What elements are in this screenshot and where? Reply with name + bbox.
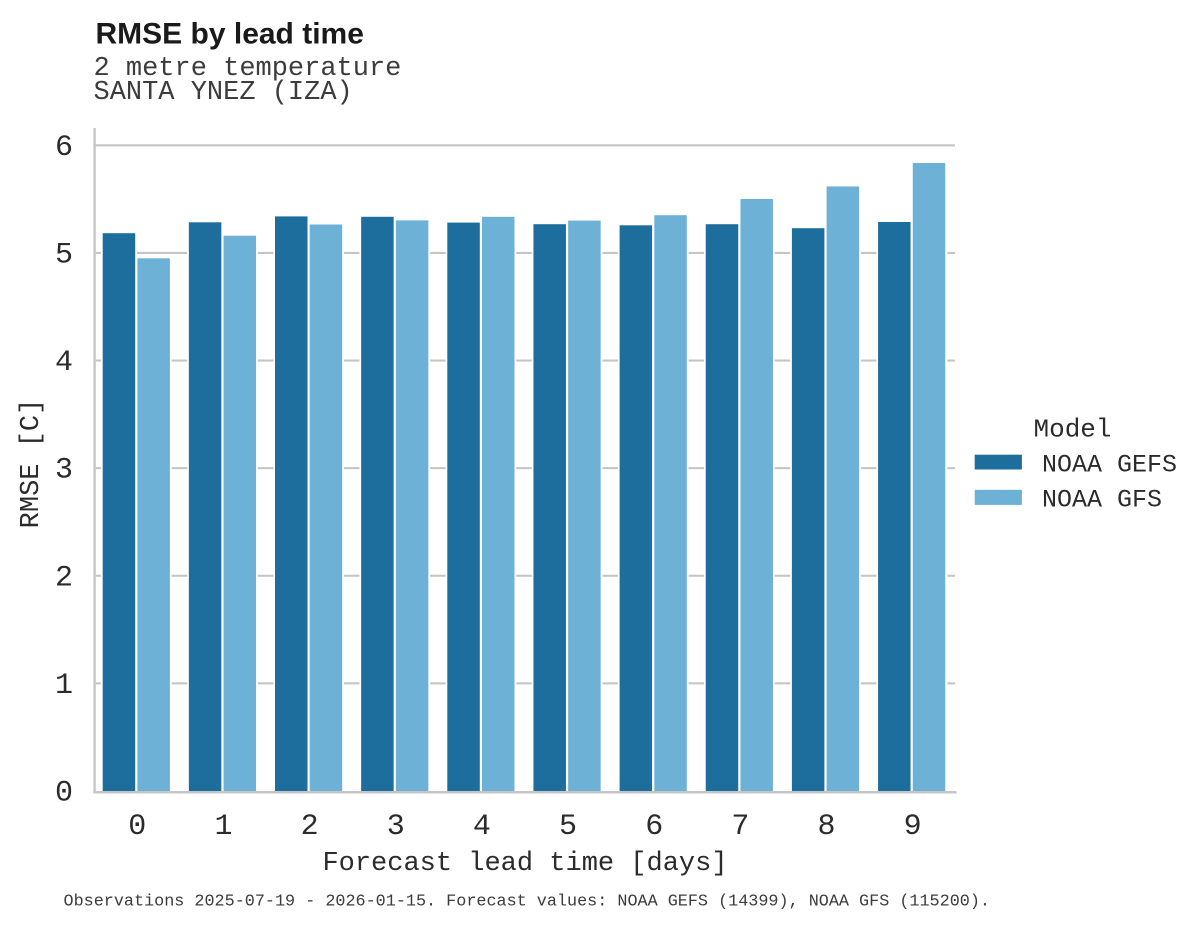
svg-text:4: 4	[55, 346, 73, 380]
svg-text:2: 2	[55, 561, 73, 595]
svg-text:Forecast lead time [days]: Forecast lead time [days]	[322, 849, 727, 879]
svg-text:NOAA GFS: NOAA GFS	[1042, 486, 1162, 515]
svg-text:1: 1	[214, 810, 232, 844]
svg-text:3: 3	[387, 810, 405, 844]
svg-text:SANTA YNEZ (IZA): SANTA YNEZ (IZA)	[94, 78, 353, 108]
svg-text:7: 7	[731, 810, 749, 844]
svg-text:9: 9	[904, 810, 922, 844]
svg-text:4: 4	[473, 810, 491, 844]
svg-text:0: 0	[55, 777, 73, 811]
svg-text:Observations 2025-07-19 - 2026: Observations 2025-07-19 - 2026-01-15. Fo…	[64, 893, 990, 912]
svg-text:Model: Model	[1034, 415, 1112, 445]
svg-text:8: 8	[817, 810, 835, 844]
svg-text:0: 0	[128, 810, 146, 844]
svg-text:2: 2	[301, 810, 319, 844]
svg-text:5: 5	[559, 810, 577, 844]
svg-text:2 metre temperature: 2 metre temperature	[94, 54, 402, 84]
svg-text:1: 1	[55, 669, 73, 703]
svg-text:3: 3	[55, 454, 73, 488]
svg-text:RMSE by lead time: RMSE by lead time	[96, 17, 364, 50]
svg-text:NOAA GEFS: NOAA GEFS	[1042, 451, 1177, 480]
svg-text:6: 6	[55, 131, 73, 165]
svg-text:5: 5	[55, 239, 73, 273]
svg-text:RMSE [C]: RMSE [C]	[17, 399, 47, 529]
svg-text:6: 6	[645, 810, 663, 844]
